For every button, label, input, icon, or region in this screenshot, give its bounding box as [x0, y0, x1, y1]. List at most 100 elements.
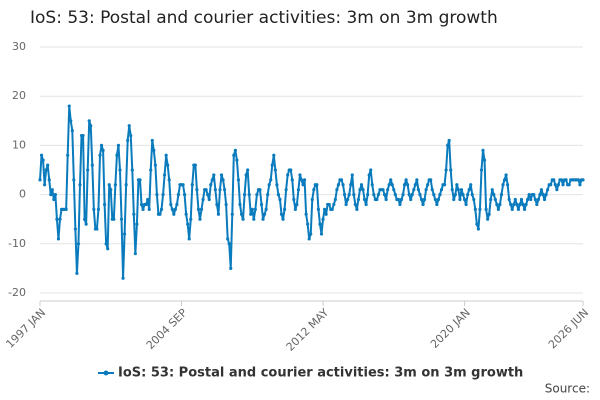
point-marker: [429, 178, 433, 182]
point-marker: [224, 202, 228, 207]
point-marker: [521, 202, 525, 207]
point-marker: [515, 202, 519, 207]
point-marker: [559, 178, 564, 182]
point-marker: [478, 207, 482, 211]
x-tick-label: 2026 JUN: [546, 306, 591, 351]
point-marker: [262, 212, 267, 216]
point-marker: [382, 193, 387, 197]
point-marker: [198, 217, 202, 221]
point-marker: [475, 222, 479, 226]
point-marker: [130, 168, 134, 172]
point-marker: [119, 217, 124, 221]
point-marker: [370, 183, 374, 187]
point-marker: [347, 193, 351, 197]
point-marker: [342, 193, 347, 197]
point-marker: [516, 207, 520, 211]
legend-item: IoS: 53: Postal and courier activities: …: [98, 366, 523, 381]
point-marker: [502, 178, 507, 182]
point-marker: [196, 207, 201, 211]
point-marker: [279, 212, 284, 216]
y-tick-label: 0: [19, 188, 26, 201]
point-marker: [55, 217, 59, 221]
point-marker: [250, 207, 254, 211]
point-marker: [123, 232, 127, 236]
point-marker: [109, 188, 113, 192]
point-marker: [129, 133, 133, 138]
point-marker: [113, 183, 117, 187]
point-marker: [282, 207, 287, 211]
point-marker: [501, 183, 505, 187]
point-marker: [410, 193, 414, 197]
point-marker: [538, 193, 542, 197]
point-marker: [301, 183, 305, 187]
point-marker: [99, 143, 104, 147]
point-marker: [267, 183, 271, 187]
point-marker: [310, 197, 314, 202]
point-marker: [479, 168, 484, 172]
point-marker: [69, 119, 73, 123]
point-marker: [304, 212, 308, 216]
point-marker: [472, 197, 476, 202]
point-marker: [426, 183, 430, 187]
point-marker: [221, 178, 225, 182]
point-marker: [293, 207, 297, 211]
point-marker: [435, 202, 439, 207]
point-marker: [318, 222, 322, 226]
point-marker: [86, 168, 90, 172]
point-marker: [576, 178, 580, 182]
point-marker: [418, 193, 422, 197]
point-marker: [469, 183, 473, 187]
point-marker: [390, 183, 394, 187]
y-tick-label: 10: [12, 138, 26, 151]
point-marker: [84, 222, 88, 226]
point-marker: [73, 227, 77, 231]
point-marker: [167, 178, 171, 182]
point-marker: [495, 202, 499, 207]
point-marker: [104, 242, 108, 246]
point-marker: [486, 217, 490, 221]
point-marker: [232, 153, 236, 157]
point-marker: [309, 232, 313, 236]
point-marker: [132, 212, 136, 216]
point-marker: [349, 183, 353, 187]
point-marker: [204, 188, 208, 192]
point-marker: [456, 188, 461, 192]
point-marker: [199, 207, 204, 211]
point-marker: [369, 168, 373, 172]
point-marker: [207, 197, 211, 202]
point-marker: [150, 138, 154, 143]
point-marker: [512, 202, 516, 207]
point-marker: [499, 193, 504, 197]
point-marker: [482, 158, 487, 162]
point-marker: [353, 202, 357, 207]
point-marker: [286, 173, 290, 177]
point-marker: [290, 178, 294, 182]
point-marker: [424, 188, 428, 192]
point-marker: [258, 188, 262, 192]
point-marker: [398, 202, 402, 207]
point-marker: [439, 188, 444, 192]
point-marker: [446, 143, 450, 147]
point-marker: [87, 119, 91, 123]
point-marker: [41, 158, 45, 162]
x-tick-label: 2012 MAY: [284, 306, 332, 354]
point-marker: [164, 153, 168, 157]
point-marker: [306, 222, 310, 226]
point-marker: [175, 202, 179, 207]
point-marker: [526, 197, 530, 202]
point-marker: [519, 197, 524, 202]
point-marker: [78, 183, 82, 187]
series-line: [39, 105, 583, 280]
point-marker: [406, 183, 410, 187]
point-marker: [409, 197, 413, 202]
point-marker: [266, 193, 270, 197]
point-marker: [433, 197, 437, 202]
point-marker: [181, 183, 185, 187]
point-marker: [239, 212, 244, 216]
point-marker: [210, 178, 214, 182]
point-marker: [529, 197, 533, 202]
point-marker: [187, 237, 191, 241]
point-marker: [289, 168, 293, 172]
point-marker: [510, 207, 514, 211]
